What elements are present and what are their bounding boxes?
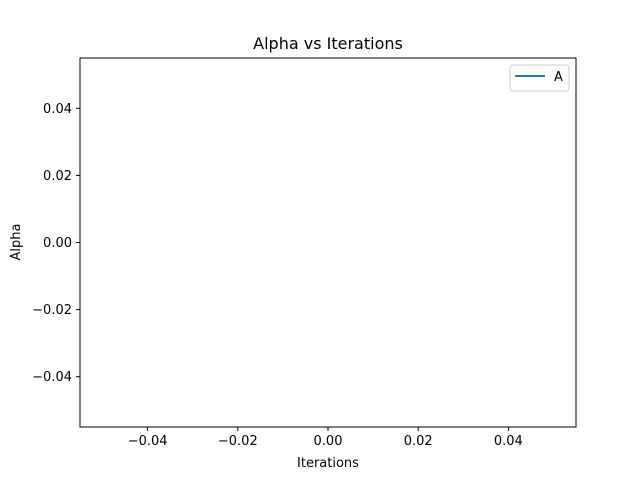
y-tick-label: 0.00: [43, 236, 72, 251]
y-axis: −0.04 −0.02 0.00 0.02 0.04: [32, 102, 80, 385]
plot-area: [79, 57, 577, 428]
chart-title: Alpha vs Iterations: [253, 34, 403, 53]
x-tick-label: 0.00: [314, 434, 343, 449]
y-tick-label: 0.02: [43, 169, 72, 184]
x-tick-label: −0.04: [128, 434, 168, 449]
x-tick-label: 0.04: [494, 434, 523, 449]
x-axis-label: Iterations: [297, 456, 359, 471]
y-axis-label: Alpha: [9, 224, 24, 261]
y-tick-label: 0.04: [43, 102, 72, 117]
y-tick-label: −0.02: [32, 303, 72, 318]
x-tick-label: 0.02: [404, 434, 433, 449]
x-axis: −0.04 −0.02 0.00 0.02 0.04: [128, 427, 523, 449]
x-tick-label: −0.02: [218, 434, 258, 449]
plot-background: [80, 58, 576, 427]
legend-label-a: A: [554, 70, 563, 85]
legend: A: [509, 64, 570, 92]
y-tick-label: −0.04: [32, 370, 72, 385]
legend-box: [509, 64, 570, 92]
